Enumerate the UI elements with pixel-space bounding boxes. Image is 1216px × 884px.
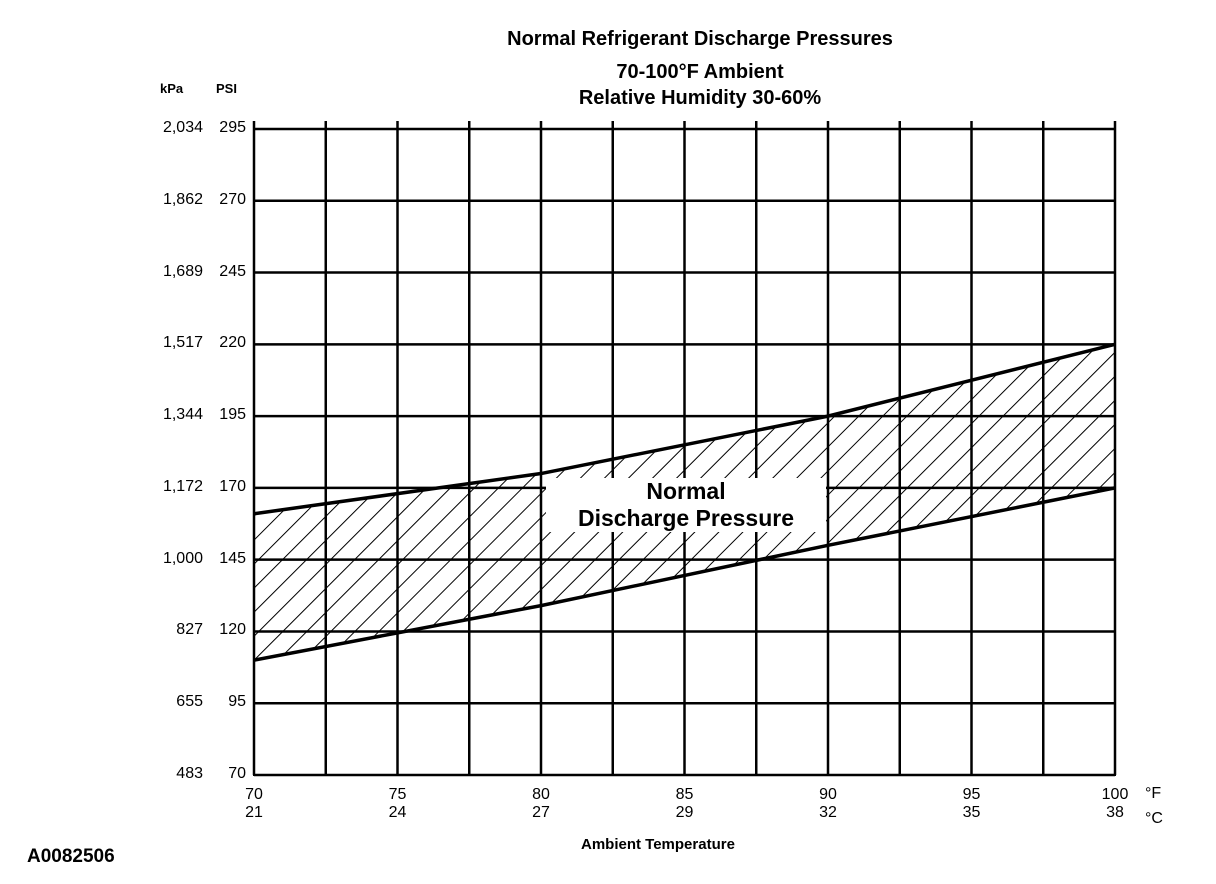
chart-subtitle-humidity: Relative Humidity 30-60%	[578, 87, 822, 109]
x-tick-label-fahrenheit: 90	[819, 786, 837, 803]
x-tick-label-fahrenheit: 100	[1101, 786, 1129, 803]
y-tick-label-psi: 95	[228, 693, 246, 711]
x-axis-label: Ambient Temperature	[581, 836, 735, 853]
x-tick-label-celsius: 32	[819, 804, 837, 821]
y-tick-label-kpa: 2,034	[162, 119, 203, 136]
y-axis-unit-kpa: kPa	[160, 81, 184, 96]
upper-limit-line	[253, 342, 1116, 516]
y-tick-label-psi: 70	[228, 765, 246, 782]
x-tick-label-celsius: 29	[675, 804, 694, 821]
y-axis-unit-psi: PSI	[216, 81, 237, 96]
y-tick-label-kpa: 1,344	[162, 406, 203, 424]
y-tick-label-kpa: 827	[176, 621, 203, 639]
band-label-line1: Normal	[646, 478, 726, 504]
y-tick-label-psi: 195	[219, 406, 246, 424]
band-label-line2: Discharge Pressure	[577, 505, 795, 531]
chart-subtitle-ambient: 70-100°F Ambient	[616, 61, 784, 83]
x-tick-label-fahrenheit: 75	[388, 786, 407, 803]
plot-frame	[253, 128, 1116, 776]
y-tick-label-kpa: 1,862	[162, 190, 203, 208]
y-tick-label-kpa: 1,000	[162, 549, 203, 567]
x-tick-label-celsius: 38	[1106, 804, 1124, 821]
x-tick-label-celsius: 21	[245, 804, 263, 821]
x-tick-label-celsius: 35	[962, 804, 981, 821]
x-axis-unit-fahrenheit: °F	[1145, 785, 1162, 802]
lower-limit-line	[253, 486, 1116, 662]
y-tick-label-psi: 270	[219, 190, 246, 208]
y-tick-label-psi: 170	[219, 477, 246, 495]
y-tick-label-kpa: 1,517	[162, 334, 203, 352]
y-tick-label-kpa: 483	[176, 765, 203, 782]
y-tick-label-psi: 145	[219, 549, 246, 567]
x-tick-label-fahrenheit: 95	[962, 786, 981, 803]
band-label: Normal Discharge Pressure	[546, 478, 826, 532]
y-tick-label-kpa: 655	[176, 693, 203, 711]
x-tick-label-celsius: 27	[532, 804, 550, 821]
y-tick-label-kpa: 1,172	[162, 477, 203, 495]
y-tick-label-psi: 295	[219, 119, 246, 136]
figure-id: A0082506	[27, 846, 115, 867]
x-axis-unit-celsius: °C	[1145, 810, 1163, 827]
x-tick-label-fahrenheit: 70	[245, 786, 263, 803]
y-tick-label-kpa: 1,689	[162, 262, 203, 280]
y-tick-label-psi: 220	[219, 334, 246, 352]
y-tick-label-psi: 120	[219, 621, 246, 639]
chart-title: Normal Refrigerant Discharge Pressures	[507, 28, 893, 50]
x-tick-label-fahrenheit: 80	[532, 786, 550, 803]
x-tick-label-celsius: 24	[388, 804, 407, 821]
y-tick-label-psi: 245	[219, 262, 246, 280]
x-tick-label-fahrenheit: 85	[675, 786, 694, 803]
